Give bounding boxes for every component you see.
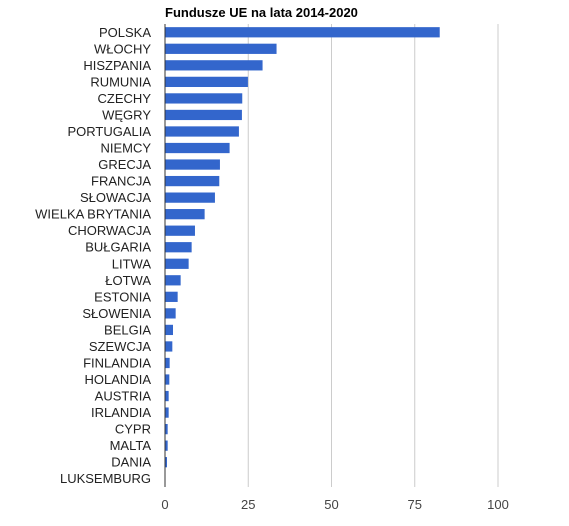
bar [165, 175, 220, 187]
category-label: LUKSEMBURG [60, 471, 151, 486]
category-label: SZEWCJA [89, 339, 151, 354]
chart-title: Fundusze UE na lata 2014-2020 [165, 5, 358, 20]
bar [165, 60, 263, 71]
x-tick-label: 50 [324, 497, 338, 512]
category-label: GRECJA [98, 157, 151, 172]
bar [165, 275, 181, 286]
bar [165, 341, 173, 352]
bar [165, 390, 169, 402]
category-label: RUMUNIA [90, 74, 151, 89]
bar [165, 209, 205, 220]
category-label: BUŁGARIA [85, 240, 151, 255]
category-label: POLSKA [99, 25, 151, 40]
bar [165, 357, 170, 369]
category-label: PORTUGALIA [67, 124, 151, 139]
x-tick-label: 0 [161, 497, 168, 512]
category-label: CHORWACJA [68, 223, 151, 238]
category-label: SŁOWACJA [80, 190, 151, 205]
category-label: IRLANDIA [91, 405, 151, 420]
category-label: LITWA [112, 256, 152, 271]
category-label: BELGIA [104, 322, 151, 337]
category-label: FINLANDIA [83, 355, 151, 370]
bar [165, 109, 242, 121]
bar [165, 258, 189, 269]
bar [165, 159, 220, 170]
x-axis-ticks: 0 25 50 75 100 [161, 497, 508, 512]
bars [165, 27, 440, 484]
category-label: NIEMCY [100, 141, 151, 156]
bar [165, 308, 176, 319]
bar [165, 374, 170, 385]
bar [165, 76, 248, 88]
bar [165, 225, 195, 236]
bar [165, 43, 277, 54]
category-label: WŁOCHY [94, 41, 151, 56]
category-label: CZECHY [98, 91, 152, 106]
bar [165, 407, 169, 418]
category-label: WIELKA BRYTANIA [35, 207, 151, 222]
bar [165, 457, 167, 468]
category-label: MALTA [110, 438, 152, 453]
category-label: SŁOWENIA [82, 306, 151, 321]
bar [165, 440, 168, 451]
x-tick-label: 25 [241, 497, 255, 512]
category-label: HISZPANIA [83, 58, 151, 73]
category-label: ŁOTWA [105, 273, 151, 288]
category-label: ESTONIA [94, 289, 151, 304]
bar [165, 423, 168, 435]
bar [165, 142, 230, 154]
bar [165, 93, 243, 104]
category-label: DANIA [111, 455, 151, 470]
bar [165, 126, 239, 137]
category-label: FRANCJA [91, 174, 151, 189]
bar [165, 324, 173, 336]
x-tick-label: 100 [487, 497, 509, 512]
category-label: CYPR [115, 422, 151, 437]
bar [165, 27, 440, 38]
category-label: WĘGRY [102, 107, 151, 122]
category-label: AUSTRIA [95, 389, 152, 404]
category-label: HOLANDIA [85, 372, 152, 387]
bar [165, 242, 192, 253]
bar [165, 192, 215, 203]
x-tick-label: 75 [408, 497, 422, 512]
bar [165, 291, 178, 302]
grid-lines [247, 24, 499, 487]
